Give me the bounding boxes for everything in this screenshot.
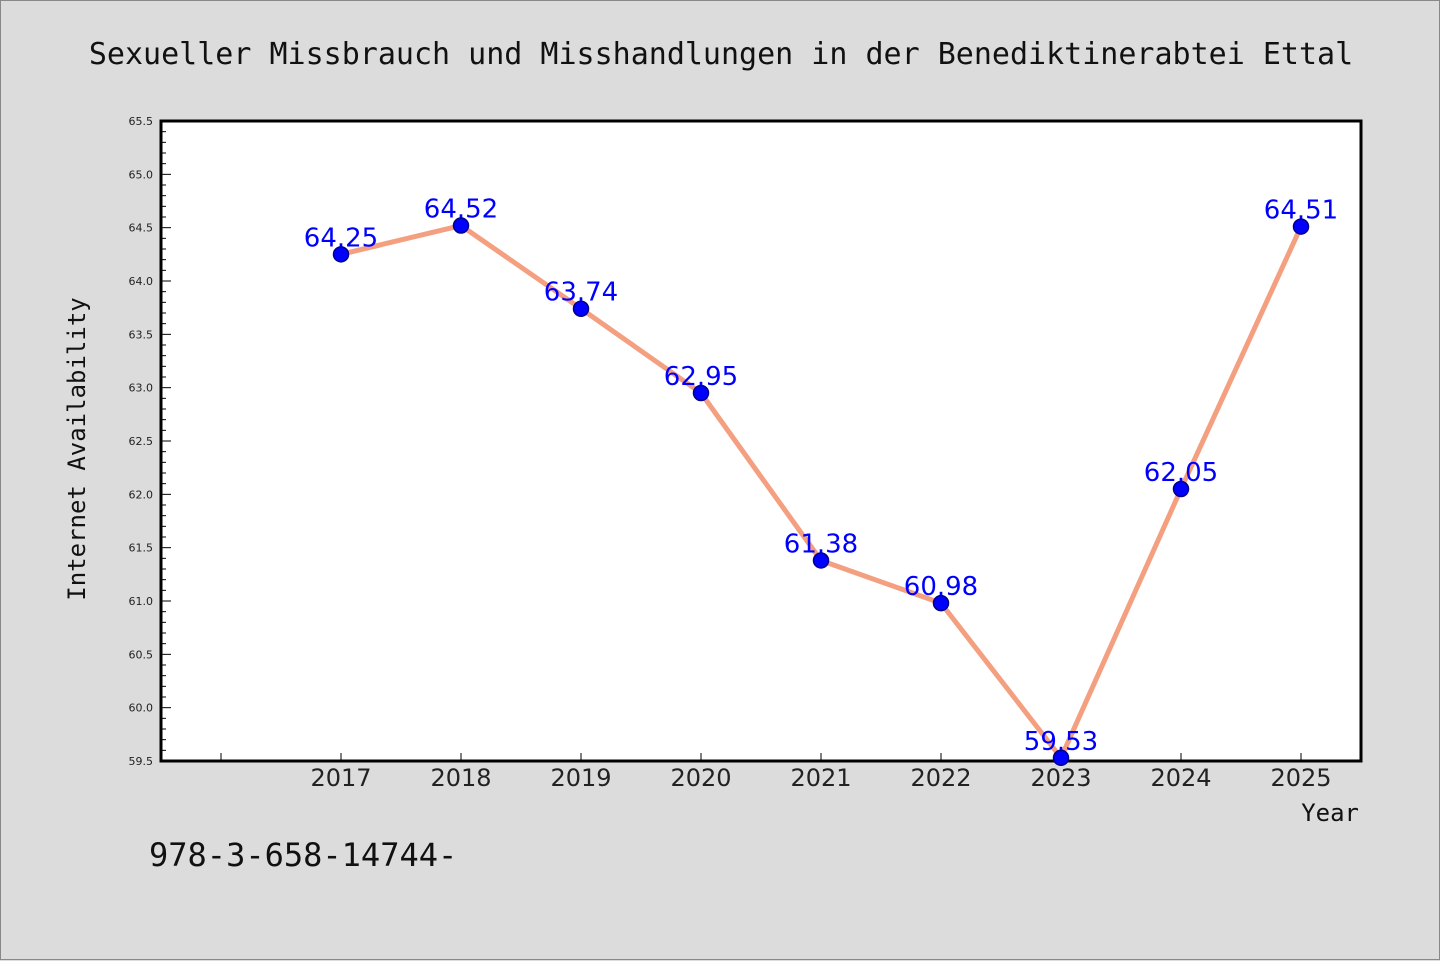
data-point bbox=[1292, 218, 1310, 235]
data-label: 63.74 bbox=[544, 278, 618, 308]
data-label: 64.51 bbox=[1264, 196, 1338, 226]
x-tick-label: 2025 bbox=[1270, 764, 1331, 792]
data-label: 61.38 bbox=[784, 529, 858, 559]
y-axis: 59.5 60.0 60.5 61.0 61.5 62.0 62.5 63.0 63.5 64.0… bbox=[129, 115, 171, 768]
data-label: 62.05 bbox=[1144, 458, 1218, 488]
data-point bbox=[812, 552, 830, 569]
y-tick-label: 65.5 bbox=[129, 115, 154, 128]
data-label: 60.98 bbox=[904, 572, 978, 602]
x-tick-label: 2021 bbox=[790, 764, 851, 792]
y-tick-label: 60.5 bbox=[129, 648, 154, 661]
chart-title: Sexueller Missbrauch und Misshandlungen … bbox=[89, 37, 1353, 72]
y-tick-label: 59.5 bbox=[129, 755, 154, 768]
y-axis-label: Internet Availability bbox=[63, 297, 91, 600]
footer-text: 978-3-658-14744- bbox=[149, 836, 457, 874]
data-point bbox=[1052, 749, 1070, 767]
data-point bbox=[692, 384, 710, 402]
data-point bbox=[932, 594, 950, 612]
y-tick-label: 63.0 bbox=[129, 382, 154, 395]
data-point bbox=[332, 246, 350, 263]
x-axis-label: Year bbox=[1301, 799, 1359, 827]
x-tick-label: 2019 bbox=[550, 764, 611, 792]
x-axis: 2017 2018 2019 2020 2021 2022 2023 2024 2025 bbox=[220, 753, 1332, 792]
y-tick-label: 62.5 bbox=[129, 435, 154, 448]
y-tick-label: 63.5 bbox=[129, 328, 154, 341]
data-label: 64.25 bbox=[304, 223, 378, 253]
data-point bbox=[572, 300, 590, 317]
data-label: 64.52 bbox=[424, 195, 498, 225]
y-tick-label: 61.0 bbox=[129, 595, 154, 608]
data-label: 62.95 bbox=[664, 362, 738, 392]
plot-area bbox=[159, 119, 1363, 763]
y-tick-label: 64.5 bbox=[129, 222, 154, 235]
y-tick-label: 64.0 bbox=[129, 275, 154, 288]
x-tick-label: 2020 bbox=[670, 764, 731, 792]
x-tick-label: 2024 bbox=[1150, 764, 1211, 792]
x-tick-label: 2018 bbox=[430, 764, 491, 792]
x-tick-label: 2022 bbox=[910, 764, 971, 792]
series-markers bbox=[332, 217, 1310, 767]
data-point bbox=[452, 217, 470, 234]
y-tick-label: 65.0 bbox=[129, 168, 154, 181]
y-tick-label: 62.0 bbox=[129, 488, 154, 501]
y-tick-label: 60.0 bbox=[129, 702, 154, 715]
data-point bbox=[1172, 480, 1190, 498]
x-tick-label: 2017 bbox=[310, 764, 371, 792]
data-label: 59.53 bbox=[1024, 727, 1098, 757]
data-labels: 64.25 64.52 63.74 62.95 61.38 60.98 59.53 62.05… bbox=[304, 195, 1338, 757]
x-tick-label: 2023 bbox=[1030, 764, 1091, 792]
y-tick-label: 61.5 bbox=[129, 542, 154, 555]
